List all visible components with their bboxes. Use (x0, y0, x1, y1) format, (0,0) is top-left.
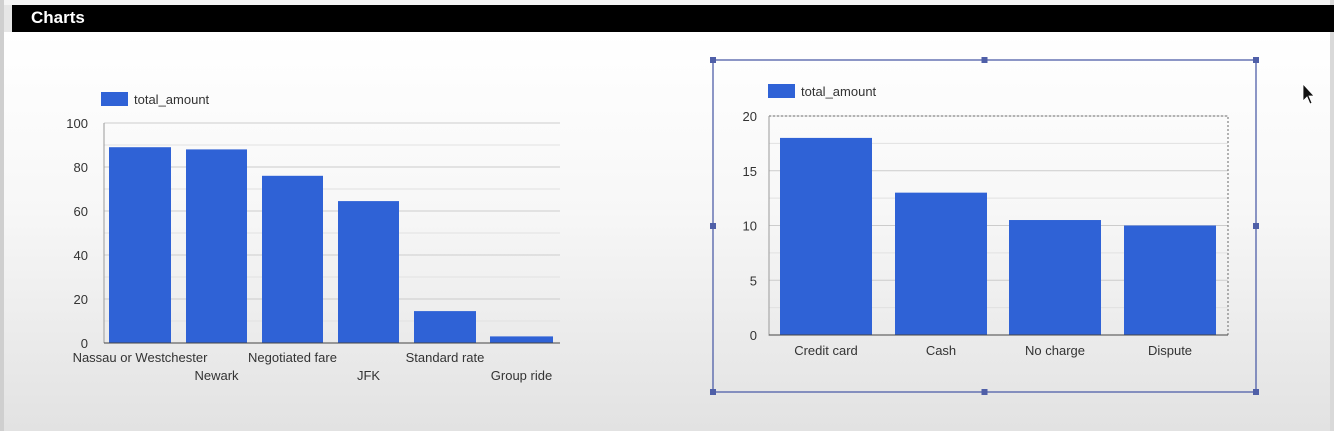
resize-handle[interactable] (710, 57, 716, 63)
bar-3[interactable] (1009, 220, 1101, 335)
resize-handle[interactable] (1253, 57, 1259, 63)
y-tick-label: 80 (74, 160, 88, 175)
bar-1[interactable] (780, 137, 872, 335)
x-tick-label: Negotiated fare (248, 350, 337, 365)
plot-frame (768, 115, 1229, 336)
y-tick-label: 40 (74, 248, 88, 263)
y-tick-label: 20 (743, 109, 757, 124)
y-tick-label: 0 (750, 328, 757, 343)
bar-3[interactable] (262, 175, 323, 343)
chart-1[interactable]: 0 20 40 60 80 100 Nassau or Westchester Newark N… (66, 92, 560, 383)
y-tick-label: 10 (743, 219, 757, 234)
bar-5[interactable] (414, 311, 476, 343)
y-tick-label: 5 (750, 273, 757, 288)
x-tick-label: Standard rate (406, 350, 485, 365)
x-tick-label: JFK (357, 368, 380, 383)
x-tick-label: Newark (194, 368, 239, 383)
legend-swatch (768, 84, 795, 98)
mouse-cursor-icon (1302, 82, 1315, 105)
chart-2[interactable]: 0 5 10 15 20 Credit card Cash No charge Dispute t… (710, 57, 1259, 395)
y-tick-label: 15 (743, 164, 757, 179)
section-header: Charts (12, 5, 1334, 32)
x-tick-label: Credit card (794, 343, 858, 358)
legend-label: total_amount (801, 84, 877, 99)
bar-4[interactable] (338, 201, 399, 343)
y-tick-label: 100 (66, 116, 88, 131)
x-tick-label: Nassau or Westchester (73, 350, 209, 365)
x-tick-label: Cash (926, 343, 956, 358)
left-edge (0, 0, 4, 431)
y-tick-label: 60 (74, 204, 88, 219)
resize-handle[interactable] (981, 389, 988, 395)
resize-handle[interactable] (1253, 389, 1259, 395)
legend-label: total_amount (134, 92, 210, 107)
bar-6[interactable] (490, 336, 553, 343)
y-tick-label: 20 (74, 292, 88, 307)
bar-1[interactable] (109, 147, 171, 343)
right-edge (1330, 0, 1334, 431)
section-title: Charts (31, 8, 85, 27)
resize-handle[interactable] (710, 223, 716, 229)
bar-4[interactable] (1124, 225, 1216, 336)
resize-handle[interactable] (1253, 223, 1259, 229)
bar-2[interactable] (186, 149, 247, 343)
y-tick-label: 0 (81, 336, 88, 351)
resize-handle[interactable] (981, 57, 988, 63)
x-tick-label: Dispute (1148, 343, 1192, 358)
x-tick-label: No charge (1025, 343, 1085, 358)
x-tick-label: Group ride (491, 368, 552, 383)
top-strip (0, 0, 1334, 5)
resize-handle[interactable] (710, 389, 716, 395)
bar-2[interactable] (895, 192, 987, 335)
legend-swatch (101, 92, 128, 106)
